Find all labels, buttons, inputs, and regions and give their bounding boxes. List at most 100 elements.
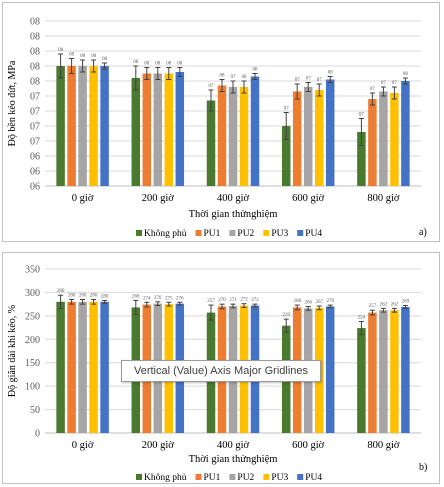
chart-a-category-label: 200 giờ [142, 193, 175, 204]
chart-a-bar [390, 93, 399, 186]
chart-a-data-label: 08 [166, 62, 172, 67]
chart-a-category-label: 800 giờ [367, 193, 400, 204]
chart-b-data-label: 274 [143, 296, 151, 301]
chart-a-bar [78, 66, 87, 186]
chart-b-bar [379, 310, 388, 433]
chart-a-svg: 06 06 06 07 07 07 07 08 08 08 08 08 08 08 08 08 08 0 giờ 0… [7, 17, 427, 240]
chart-a-data-label: 08 [144, 62, 150, 67]
chart-a-bar [250, 76, 260, 186]
chart-b-y-tick-label: 250 [25, 311, 40, 322]
chart-b-bar [100, 301, 109, 433]
chart-a-bar [100, 66, 109, 186]
chart-a-data-label: 08 [69, 53, 75, 58]
chart-a-y-tick-label: 08 [30, 62, 40, 73]
chart-a-bar [401, 81, 410, 186]
chart-b-data-label: 269 [402, 300, 410, 305]
chart-a-legend-entry: PU1 [204, 229, 221, 239]
chart-a-bar [175, 72, 185, 186]
chart-b-bar [56, 301, 65, 433]
chart-a-category-label: 600 giờ [292, 193, 325, 204]
chart-a-bar [303, 87, 313, 186]
chart-a-bar [368, 99, 377, 186]
chart-b-bar [78, 301, 87, 433]
chart-b-data-label: 275 [165, 296, 173, 301]
chart-a-legend-entry: PU4 [305, 229, 322, 239]
chart-a-legend-entry: PU2 [237, 229, 254, 239]
chart-b-legend-entry: PU3 [271, 473, 288, 483]
chart-b-category-label: 600 giờ [292, 440, 325, 451]
chart-b-legend-entry: Không phủ [144, 473, 187, 483]
chart-a-data-label: 08 [80, 54, 86, 59]
chart-a-y-tick-label: 08 [30, 32, 40, 43]
chart-a-bar [239, 87, 249, 186]
chart-a-legend-swatch [136, 230, 142, 236]
chart-b-data-label: 272 [251, 298, 259, 303]
chart-a-legend-swatch [297, 230, 304, 236]
chart-b-bar [89, 301, 98, 433]
chart-a-bar [67, 66, 76, 186]
chart-a-data-label: 07 [209, 84, 215, 89]
chart-a-bar [142, 73, 152, 186]
chart-b-legend-swatch [229, 474, 236, 480]
chart-a-y-tick-label: 06 [30, 152, 40, 163]
chart-a-legend-swatch [263, 230, 270, 236]
chart-a-data-label: 07 [370, 87, 376, 92]
chart-b-category-label: 800 giờ [367, 440, 400, 451]
chart-b-data-label: 276 [154, 296, 162, 301]
chart-b-y-tick-label: 100 [25, 382, 40, 393]
chart-a-y-tick-label: 07 [30, 92, 40, 103]
chart-a-data-label: 08 [155, 62, 161, 67]
chart-b-data-label: 257 [207, 299, 215, 304]
chart-b-data-label: 271 [229, 298, 237, 303]
chart-b-bar [368, 312, 377, 433]
chart-a-data-label: 08 [403, 72, 409, 77]
chart-b-data-label: 224 [358, 315, 366, 320]
chart-a-bar [228, 87, 238, 186]
chart-a-category-label: 400 giờ [217, 193, 250, 204]
chart-b-legend-swatch [195, 474, 202, 480]
chart-a-data-label: 08 [242, 75, 248, 80]
chart-a-bar [379, 91, 388, 186]
chart-a-panel-label: a) [419, 227, 427, 238]
chart-a-bar [153, 73, 163, 186]
chart-a-data-label: 08 [91, 54, 97, 59]
chart-a-data-label: 08 [133, 60, 139, 65]
chart-b-category-label: 0 giờ [72, 440, 94, 451]
chart-b-data-label: 280 [90, 293, 98, 298]
chart-a-data-label: 08 [177, 62, 183, 67]
chart-b-y-tick-label: 300 [25, 288, 40, 299]
chart-b-data-label: 268 [132, 294, 140, 299]
chart-a-data-label: 07 [317, 78, 323, 83]
chart-a-legend-entry: PU3 [271, 229, 288, 239]
chart-a-y-tick-label: 08 [30, 47, 40, 58]
chart-b-legend-swatch [263, 474, 270, 480]
chart-b-bar [67, 301, 76, 433]
chart-b-data-label: 280 [79, 293, 87, 298]
chart-b-y-tick-label: 350 [25, 265, 40, 276]
chart-b-legend-swatch [136, 474, 142, 480]
chart-b-bar [390, 310, 399, 433]
chart-a-bar [357, 132, 366, 186]
chart-b-data-label: 280 [68, 293, 76, 298]
chart-a-data-label: 07 [392, 81, 398, 86]
chart-a-y-tick-label: 07 [30, 137, 40, 148]
chart-b-data-label: 229 [282, 313, 290, 318]
chart-b-legend-entry: PU1 [204, 473, 221, 483]
chart-b-legend-entry: PU2 [237, 473, 254, 483]
chart-a-y-tick-label: 07 [30, 107, 40, 118]
chart-b-bar [325, 306, 335, 433]
chart-b-data-label: 272 [240, 298, 248, 303]
chart-b-data-label: 262 [380, 302, 388, 307]
chart-a-y-tick-label: 06 [30, 167, 40, 178]
chart-b-y-axis-title: Độ giãn dài khi kéo, % [7, 305, 18, 397]
chart-a-y-tick-label: 08 [30, 17, 40, 28]
chart-a-data-label: 07 [306, 77, 312, 82]
chart-b-legend-entry: PU4 [305, 473, 322, 483]
chart-b-legend-swatch [297, 474, 304, 480]
chart-a-y-tick-label: 06 [30, 182, 40, 193]
chart-a-data-label: 08 [328, 71, 334, 76]
chart-b-category-label: 200 giờ [142, 440, 175, 451]
chart-b-data-label: 280 [101, 294, 109, 299]
chart-a-legend-swatch [229, 230, 236, 236]
chart-a-y-tick-label: 07 [30, 122, 40, 133]
